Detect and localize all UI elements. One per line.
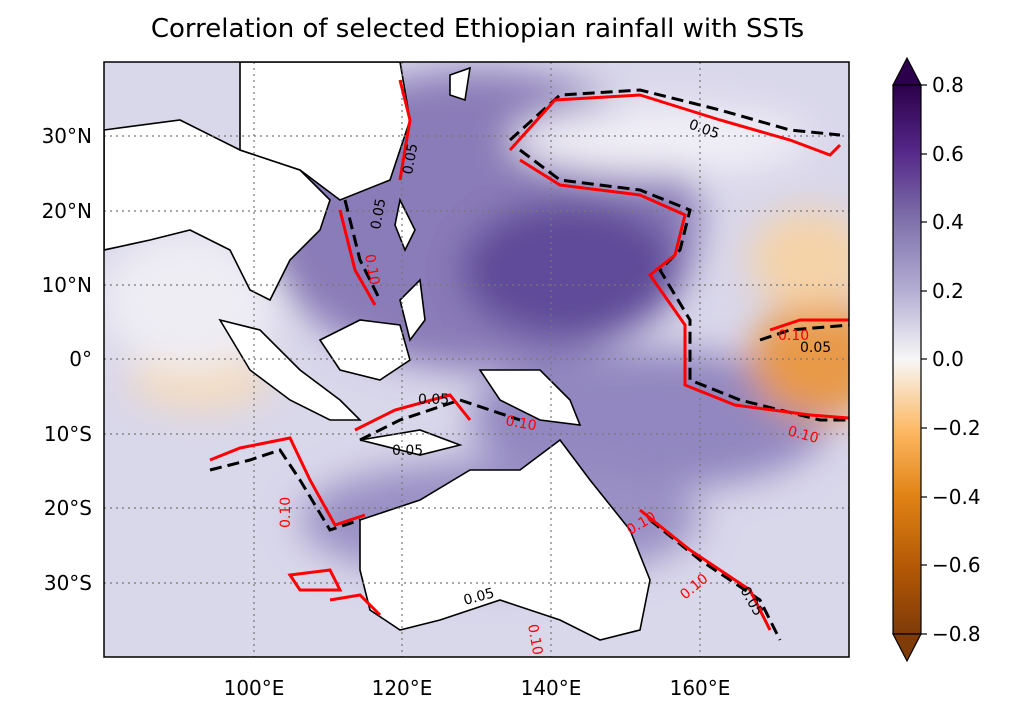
lat-tick-label: 0° [69,347,92,371]
colorbar-tick-label: 0.6 [932,142,964,166]
contour-label: 0.10 [504,413,537,434]
lat-tick-label: 20°S [44,496,92,520]
lat-tick-label: 10°N [42,273,92,297]
contour-label: 0.05 [800,340,831,356]
contour-label: 0.10 [524,623,545,656]
lon-tick-label: 160°E [670,676,731,700]
contour-label: 0.10 [786,423,820,447]
contour-label: 0.05 [368,197,389,230]
lat-tick-label: 20°N [42,199,92,223]
colorbar-tick-label: −0.8 [932,622,981,646]
contour-label: 0.10 [361,253,382,286]
map-frame [103,61,850,658]
lat-tick-label: 30°N [42,124,92,148]
lon-tick-label: 140°E [521,676,582,700]
map-title: Correlation of selected Ethiopian rainfa… [150,14,805,44]
land-masses [104,62,651,641]
lat-tick-label: 30°S [44,571,92,595]
lat-tick-labels: 30°N 20°N 10°N 0° 10°S 20°S 30°S [42,124,92,595]
lat-tick-label: 10°S [44,422,92,446]
contour-0.05 [209,88,849,641]
colorbar-tick-label: 0.8 [932,73,964,97]
contour-label: 0.10 [778,328,809,344]
contour-label: 0.10 [278,497,294,528]
colorbar-tick-label: 0.2 [932,279,964,303]
contour-label: 0.05 [418,392,449,408]
colorbar: 0.8 0.6 0.4 0.2 0.0 −0.2 −0.4 −0.6 −0.8 [892,56,981,663]
contour-label: 0.05 [392,443,423,459]
colorbar-tick-label: 0.0 [932,347,964,371]
map-gridlines [104,62,849,657]
lon-tick-labels: 100°E 120°E 140°E 160°E [224,676,731,700]
sst-correlation-field: 0.05 0.05 0.05 0.05 0.05 0.05 0.05 0.05 … [104,62,849,657]
contour-label: 0.05 [462,585,496,609]
lon-tick-label: 100°E [224,676,285,700]
colorbar-tick-label: −0.2 [932,416,981,440]
contour-labels: 0.05 0.05 0.05 0.05 0.05 0.05 0.05 0.05 … [278,117,831,657]
lon-tick-label: 120°E [372,676,433,700]
colorbar-tick-label: 0.4 [932,210,964,234]
colorbar-extend-max [892,56,922,86]
contour-0.10 [209,79,849,631]
colorbar-scale [892,84,922,635]
colorbar-tick-label: −0.6 [932,553,981,577]
colorbar-extend-min [892,633,922,663]
contour-label: 0.05 [400,142,421,175]
colorbar-tick-label: −0.4 [932,485,981,509]
